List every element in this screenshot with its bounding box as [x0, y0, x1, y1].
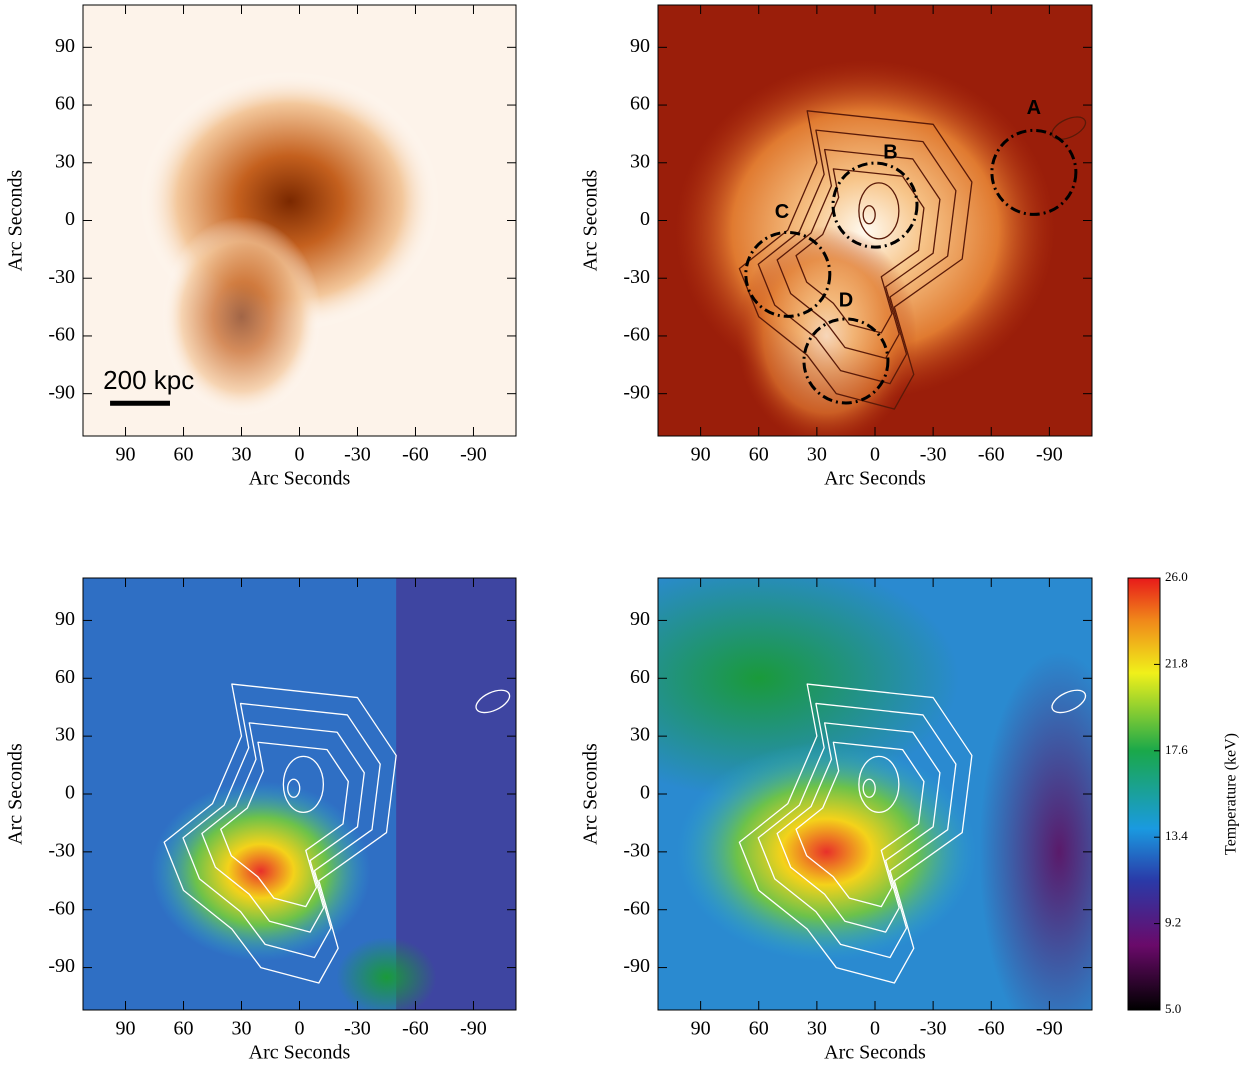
annotation: D — [839, 290, 853, 312]
x-axis-label: Arc Seconds — [824, 1042, 926, 1064]
x-tick-label: -90 — [460, 1018, 487, 1040]
y-tick-label: 60 — [55, 93, 75, 115]
annotation: A — [1027, 97, 1041, 119]
x-tick-label: -90 — [460, 444, 487, 466]
y-tick-label: 0 — [640, 782, 650, 804]
x-tick-label: -90 — [1036, 444, 1063, 466]
x-axis-label: Arc Seconds — [249, 468, 351, 490]
y-tick-label: 0 — [640, 208, 650, 230]
image-panel — [83, 5, 516, 436]
x-tick-label: 60 — [174, 1018, 194, 1040]
x-tick-label: 90 — [691, 1018, 711, 1040]
y-tick-label: 90 — [55, 608, 75, 630]
x-tick-label: 0 — [295, 444, 305, 466]
y-tick-label: 0 — [65, 208, 75, 230]
colorbar-tick-label: 13.4 — [1165, 828, 1188, 843]
x-tick-label: -90 — [1036, 1018, 1063, 1040]
x-tick-label: -30 — [344, 444, 371, 466]
x-tick-label: 0 — [295, 1018, 305, 1040]
y-tick-label: 30 — [55, 150, 75, 172]
image-panel — [658, 578, 1092, 1010]
colorbar-tick-label: 17.6 — [1165, 742, 1188, 757]
y-tick-label: 60 — [630, 666, 650, 688]
image-panel — [83, 578, 516, 1010]
y-tick-label: -60 — [623, 324, 650, 346]
y-tick-label: 30 — [630, 150, 650, 172]
x-tick-label: 90 — [116, 444, 136, 466]
y-tick-label: -30 — [623, 266, 650, 288]
colorbar-tick-label: 21.8 — [1165, 655, 1188, 670]
x-tick-label: -30 — [920, 444, 947, 466]
x-tick-label: -30 — [344, 1018, 371, 1040]
x-tick-label: 30 — [807, 1018, 827, 1040]
x-tick-label: 30 — [232, 1018, 252, 1040]
annotation: C — [775, 201, 789, 223]
colorbar-label: Temperature (keV) — [1223, 733, 1240, 855]
y-tick-label: -60 — [48, 897, 75, 919]
y-tick-label: 60 — [55, 666, 75, 688]
x-tick-label: -60 — [978, 1018, 1005, 1040]
y-tick-label: 30 — [55, 724, 75, 746]
y-tick-label: 60 — [630, 93, 650, 115]
y-tick-label: -90 — [623, 381, 650, 403]
y-tick-label: -90 — [623, 955, 650, 977]
image-panel — [658, 5, 1092, 436]
x-tick-label: 60 — [749, 1018, 769, 1040]
y-tick-label: 90 — [55, 35, 75, 57]
y-tick-label: 90 — [630, 35, 650, 57]
y-tick-label: -30 — [48, 839, 75, 861]
y-tick-label: 0 — [65, 782, 75, 804]
y-tick-label: -60 — [48, 324, 75, 346]
x-tick-label: 0 — [870, 1018, 880, 1040]
y-tick-label: -90 — [48, 955, 75, 977]
y-tick-label: -60 — [623, 897, 650, 919]
y-tick-label: -30 — [48, 266, 75, 288]
x-tick-label: 0 — [870, 444, 880, 466]
colorbar-tick-label: 9.2 — [1165, 915, 1181, 930]
x-tick-label: -60 — [402, 1018, 429, 1040]
x-tick-label: -60 — [978, 444, 1005, 466]
x-axis-label: Arc Seconds — [249, 1042, 351, 1064]
x-tick-label: 30 — [232, 444, 252, 466]
y-axis-label: Arc Seconds — [5, 743, 27, 845]
y-tick-label: 90 — [630, 608, 650, 630]
y-axis-label: Arc Seconds — [5, 169, 27, 271]
colorbar-tick-label: 26.0 — [1165, 569, 1188, 584]
y-tick-label: -30 — [623, 839, 650, 861]
y-axis-label: Arc Seconds — [580, 169, 602, 271]
y-tick-label: 30 — [630, 724, 650, 746]
x-tick-label: -30 — [920, 1018, 947, 1040]
x-tick-label: 90 — [691, 444, 711, 466]
annotation: 200 kpc — [103, 365, 194, 395]
y-tick-label: -90 — [48, 381, 75, 403]
colorbar-tick-label: 5.0 — [1165, 1001, 1181, 1016]
x-axis-label: Arc Seconds — [824, 468, 926, 490]
x-tick-label: 60 — [749, 444, 769, 466]
x-tick-label: 30 — [807, 444, 827, 466]
y-axis-label: Arc Seconds — [580, 743, 602, 845]
x-tick-label: 60 — [174, 444, 194, 466]
x-tick-label: 90 — [116, 1018, 136, 1040]
colorbar — [1127, 577, 1161, 1011]
x-tick-label: -60 — [402, 444, 429, 466]
annotation: B — [883, 141, 897, 163]
